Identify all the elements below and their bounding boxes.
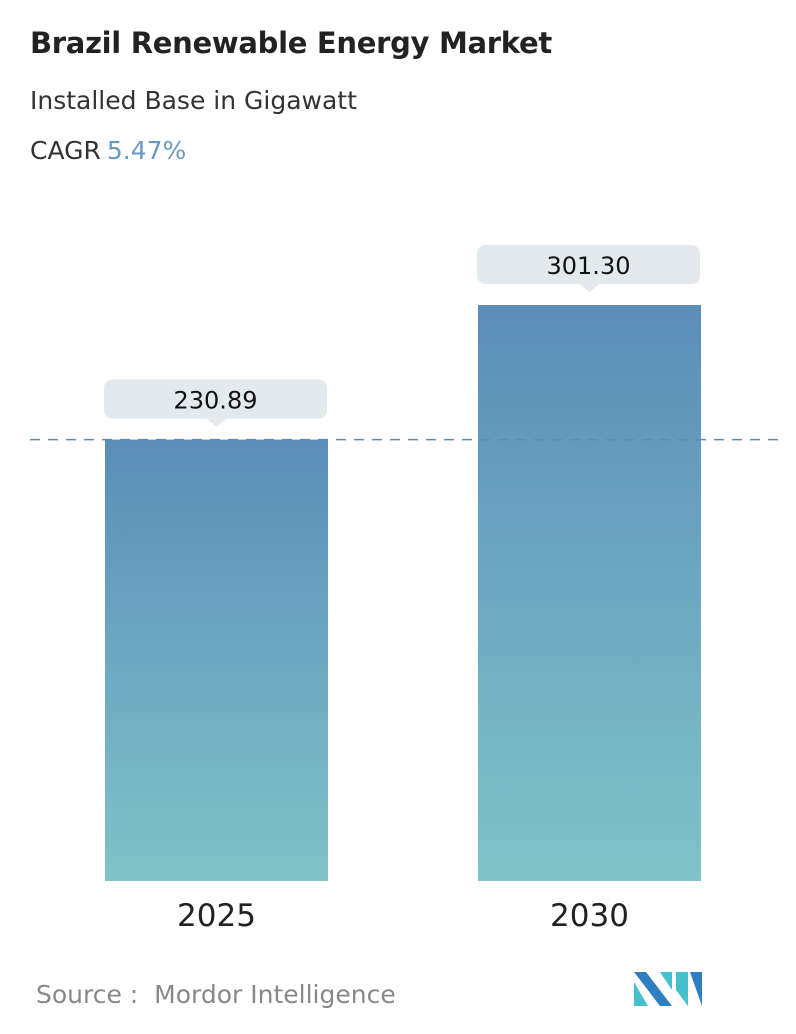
cagr-label: CAGR	[30, 136, 101, 165]
source-label: Source :	[36, 980, 139, 1009]
cagr: CAGR 5.47%	[30, 136, 186, 165]
value-label-box	[104, 379, 327, 419]
source: Source : Mordor Intelligence	[36, 980, 396, 1009]
value-label: 230.89	[174, 387, 258, 415]
value-label-box	[477, 245, 700, 284]
bar-2030	[478, 305, 701, 881]
source-name: Mordor Intelligence	[154, 980, 396, 1009]
bar-2025	[105, 439, 328, 881]
x-tick-label: 2030	[550, 898, 629, 934]
value-label-pointer	[579, 284, 600, 292]
value-label-pointer	[206, 418, 227, 427]
value-label: 301.30	[547, 252, 631, 280]
x-tick-label: 2025	[177, 898, 256, 934]
chart-subtitle: Installed Base in Gigawatt	[30, 86, 357, 115]
chart-title: Brazil Renewable Energy Market	[30, 26, 552, 60]
cagr-value: 5.47%	[106, 136, 187, 165]
mordor-logo	[634, 972, 702, 1006]
bar-chart: 230.89 2025 301.30 2030	[30, 245, 785, 934]
